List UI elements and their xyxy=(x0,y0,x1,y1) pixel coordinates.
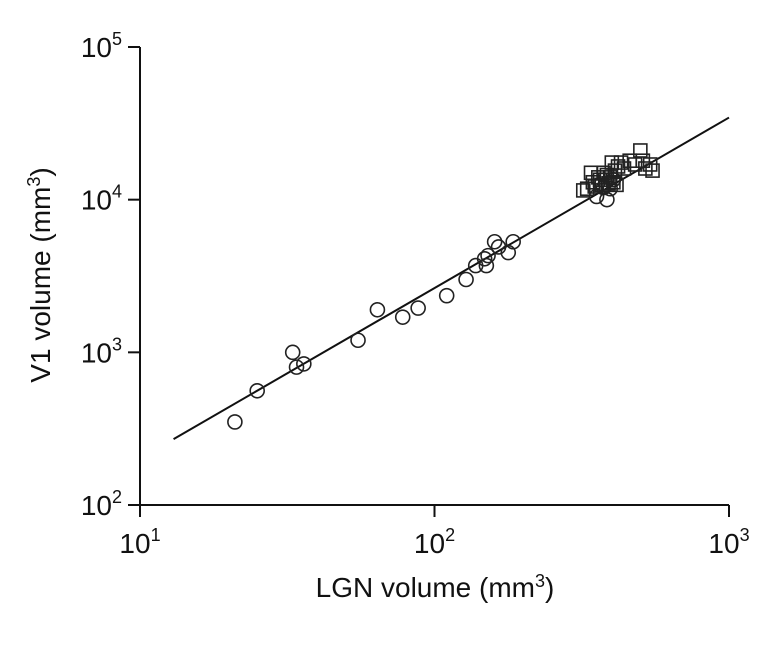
x-tick-base: 10 xyxy=(708,528,739,559)
data-point-square xyxy=(627,157,643,172)
data-point-circle xyxy=(394,309,411,325)
y-axis-title: V1 volume (mm3) xyxy=(24,167,56,382)
y-tick-exp: 4 xyxy=(112,182,122,202)
x-ticks: 101 102 103 xyxy=(119,505,750,559)
data-point-circle xyxy=(284,344,301,361)
x-axis-title: LGN volume (mm3) xyxy=(316,571,555,603)
x-tick-label: 102 xyxy=(414,525,455,559)
y-tick-base: 10 xyxy=(81,185,112,216)
x-tick-exp: 2 xyxy=(445,525,455,545)
data-point-circle xyxy=(486,233,503,250)
data-point-square xyxy=(616,161,632,176)
x-axis-title-sup: 3 xyxy=(535,571,545,591)
y-tick-exp: 2 xyxy=(112,487,122,507)
x-tick-base: 10 xyxy=(414,528,445,559)
x-tick-label: 103 xyxy=(708,525,749,559)
y-tick-label: 102 xyxy=(81,487,122,521)
data-point-square xyxy=(597,172,613,188)
data-point-circle xyxy=(438,287,455,304)
data-point-square xyxy=(635,153,651,168)
x-tick-exp: 1 xyxy=(151,525,161,545)
data-point-circle xyxy=(288,359,305,375)
y-axis-title-close: ) xyxy=(25,167,56,176)
data-markers xyxy=(227,143,660,430)
data-point-circle xyxy=(296,356,312,372)
y-tick-exp: 5 xyxy=(112,29,122,49)
y-tick-base: 10 xyxy=(81,32,112,63)
data-point-circle xyxy=(480,247,496,264)
x-tick-label: 101 xyxy=(119,525,160,559)
y-axis-title-text: V1 volume (mm xyxy=(25,187,56,383)
data-point-square xyxy=(645,163,660,178)
y-tick-label: 103 xyxy=(81,334,122,368)
y-tick-label: 104 xyxy=(81,182,122,216)
axes xyxy=(139,47,729,506)
data-point-circle xyxy=(599,191,615,208)
data-point-circle xyxy=(476,250,493,267)
data-point-square xyxy=(609,177,624,193)
data-point-circle xyxy=(227,414,243,430)
data-point-circle xyxy=(350,332,366,349)
data-point-circle xyxy=(458,271,474,288)
data-point-circle xyxy=(249,382,265,399)
x-tick-base: 10 xyxy=(119,528,150,559)
y-tick-label: 105 xyxy=(81,29,122,63)
x-tick-exp: 3 xyxy=(740,525,750,545)
x-axis-title-text: LGN volume (mm xyxy=(316,572,535,603)
y-tick-base: 10 xyxy=(81,337,112,368)
y-axis-title-sup: 3 xyxy=(24,177,44,187)
data-point-square xyxy=(575,183,591,198)
data-point-circle xyxy=(410,300,426,316)
y-tick-exp: 3 xyxy=(112,334,122,354)
data-point-circle xyxy=(505,233,521,250)
x-axis-title-close: ) xyxy=(545,572,554,603)
data-point-circle xyxy=(369,301,386,318)
y-tick-base: 10 xyxy=(81,490,112,521)
data-point-square xyxy=(606,174,621,190)
data-point-circle xyxy=(478,257,495,274)
data-point-square xyxy=(633,143,648,158)
